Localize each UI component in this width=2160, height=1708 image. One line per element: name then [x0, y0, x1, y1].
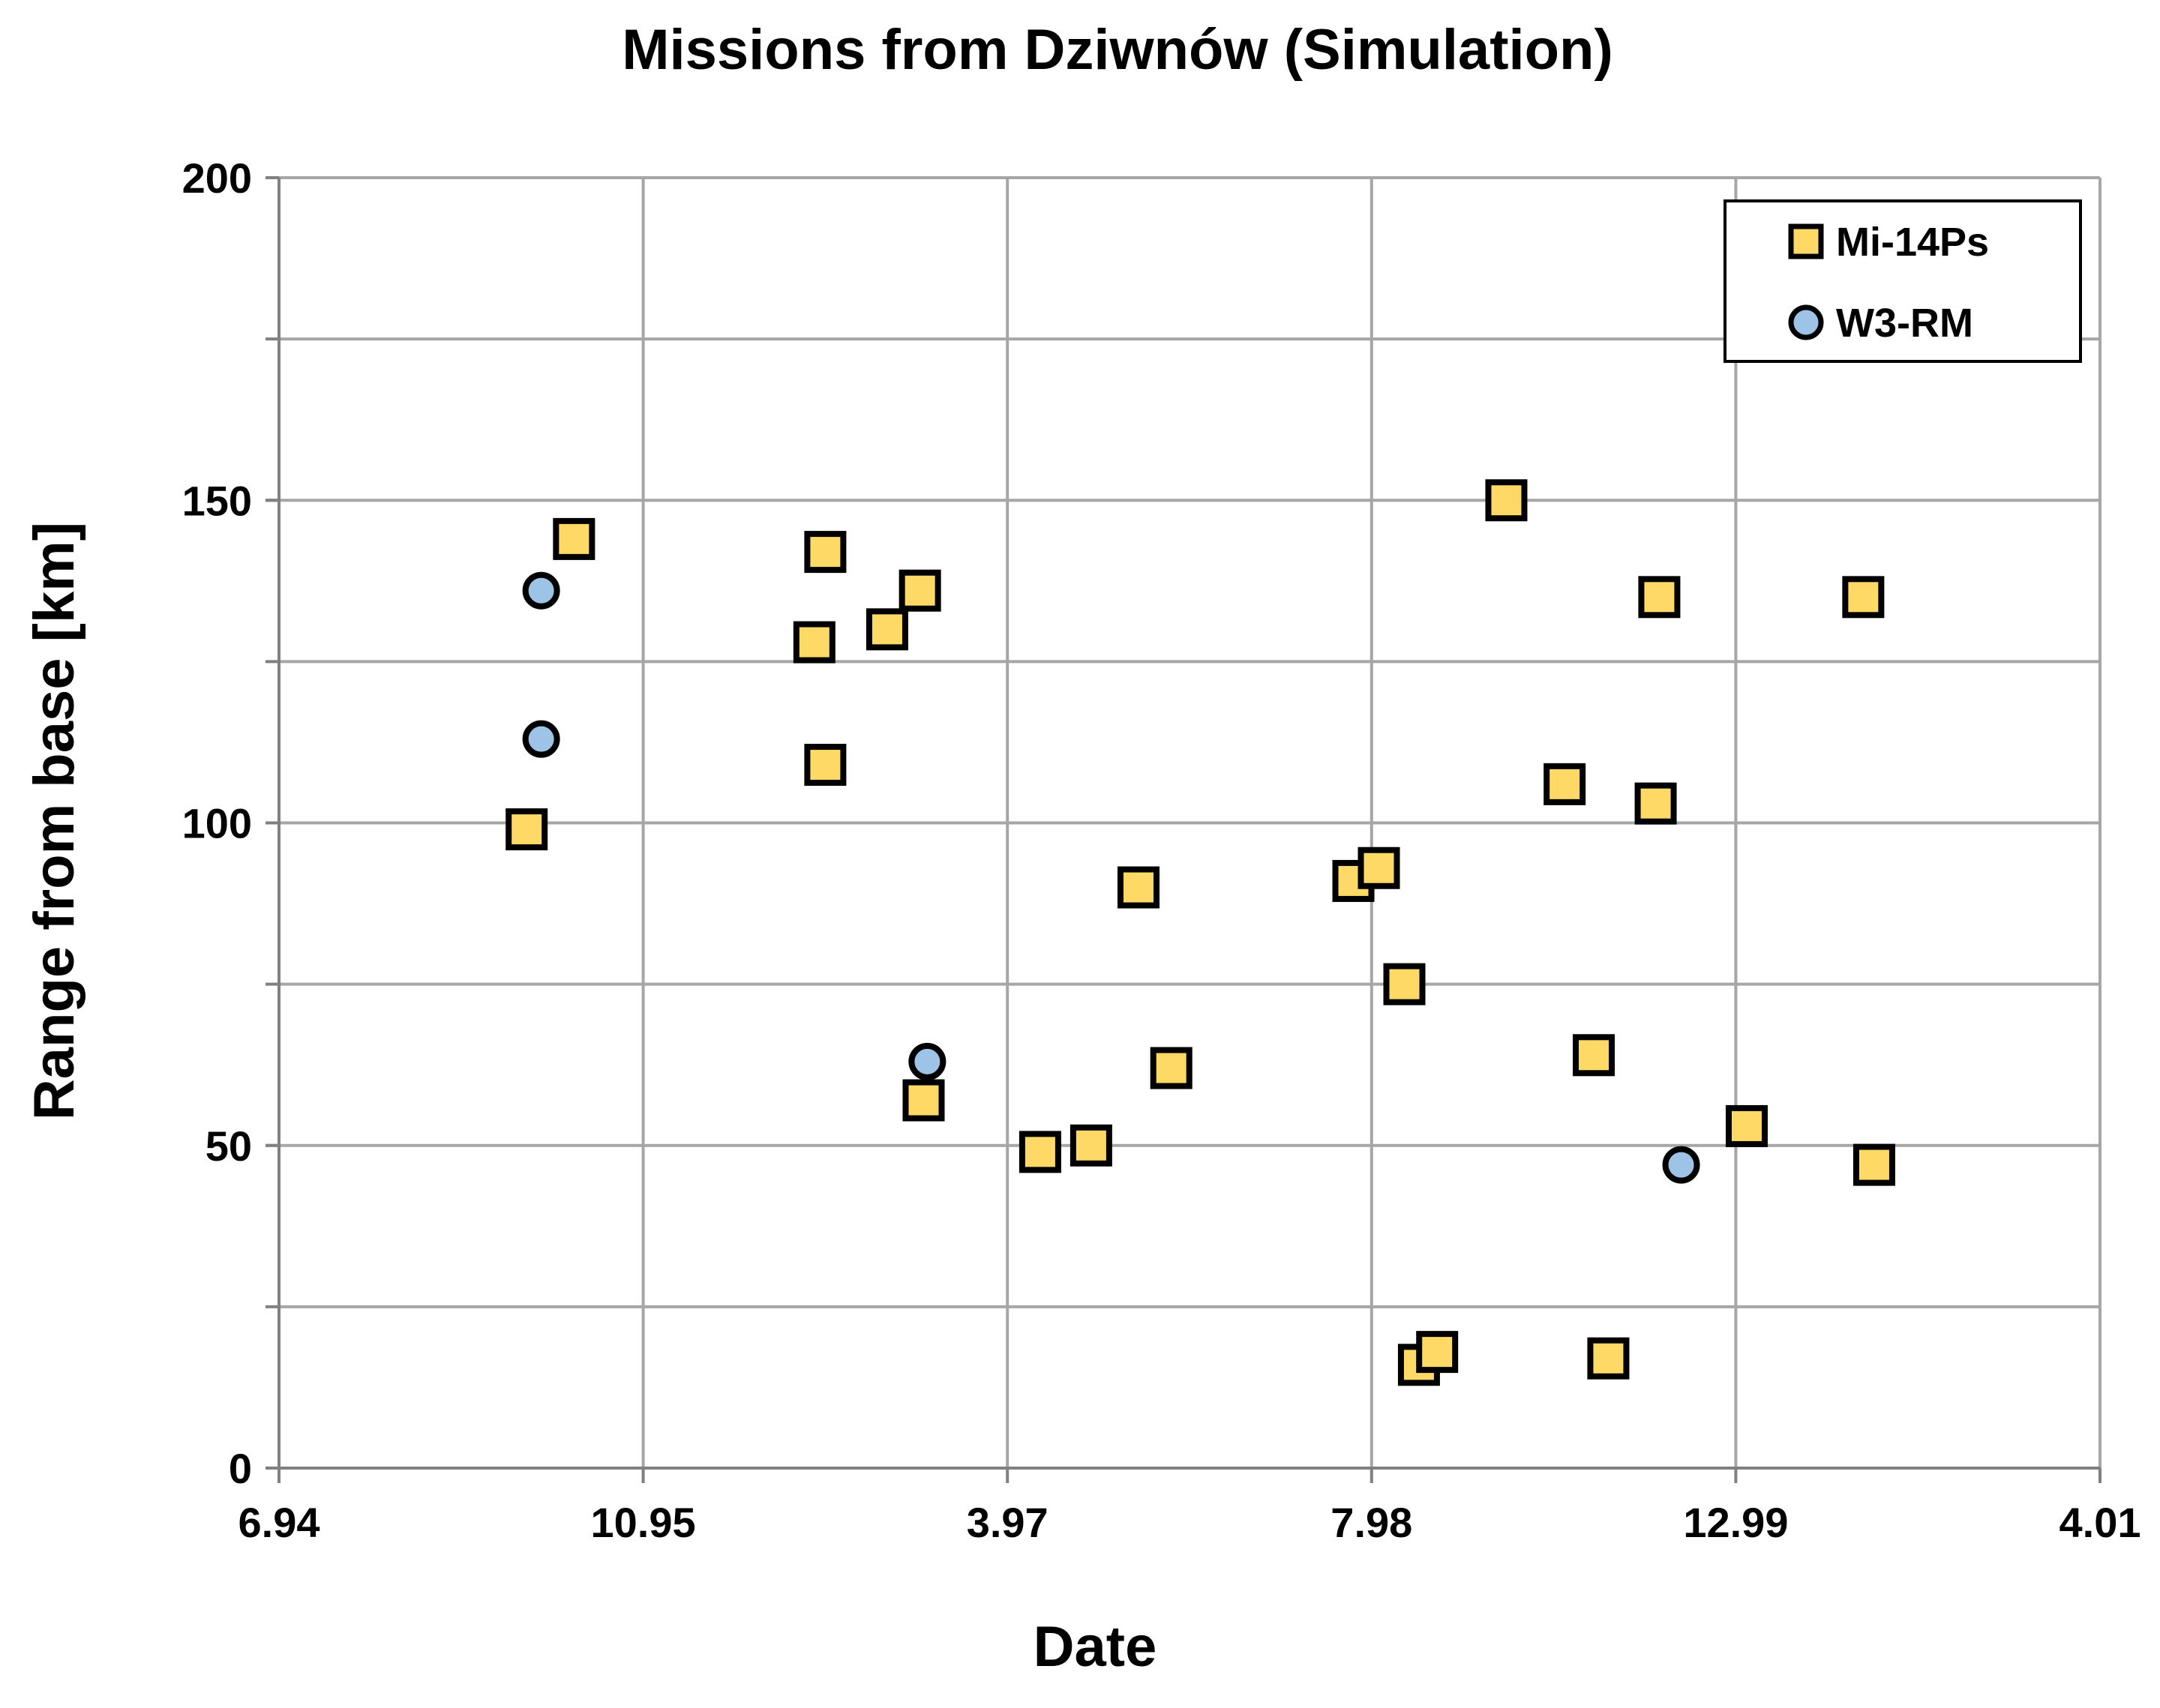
point-mi14ps: [1358, 847, 1400, 889]
point-mi14ps: [1150, 1047, 1192, 1089]
point-mi14ps: [902, 1079, 945, 1122]
legend-marker-w3rm: [1788, 304, 1824, 340]
point-mi14ps: [553, 517, 596, 560]
x-axis-label: Date: [1034, 1615, 1157, 1679]
point-mi14ps: [1018, 1131, 1061, 1173]
legend: Mi-14Ps W3-RM: [1724, 199, 2082, 363]
y-tick-labels: 0 50 100 150 200: [182, 154, 252, 1492]
point-mi14ps: [1634, 782, 1677, 825]
x-tick-label: 12.99: [1683, 1499, 1788, 1546]
x-tick-label: 7.98: [1330, 1499, 1412, 1546]
point-mi14ps: [1485, 479, 1528, 522]
point-mi14ps: [866, 608, 908, 651]
point-mi14ps: [804, 744, 847, 787]
legend-label-w3rm: W3-RM: [1836, 301, 1973, 346]
point-w3rm: [522, 720, 560, 758]
y-tick-label: 0: [229, 1445, 252, 1492]
point-mi14ps: [1070, 1124, 1112, 1167]
legend-box: [1724, 199, 2082, 363]
point-mi14ps: [1416, 1331, 1459, 1374]
axes-layer: [266, 176, 2102, 1483]
point-mi14ps: [1842, 576, 1885, 619]
y-tick-label: 50: [206, 1122, 252, 1170]
y-tick-label: 100: [182, 800, 252, 847]
point-mi14ps: [898, 569, 941, 612]
x-tick-label: 4.01: [2060, 1499, 2141, 1546]
x-tick-label: 10.95: [591, 1499, 696, 1546]
point-mi14ps: [793, 621, 836, 664]
point-mi14ps: [1383, 963, 1426, 1005]
point-mi14ps: [1573, 1034, 1616, 1077]
x-tick-labels: 6.94 10.95 3.97 7.98 12.99 4.01: [238, 1499, 2141, 1546]
point-mi14ps: [1852, 1143, 1895, 1186]
x-tick-label: 3.97: [967, 1499, 1048, 1546]
point-mi14ps: [1587, 1337, 1630, 1380]
y-axis-label: Range from base [km]: [22, 522, 86, 1120]
point-mi14ps: [1118, 866, 1160, 909]
y-tick-label: 200: [182, 154, 252, 202]
point-w3rm: [908, 1042, 946, 1080]
point-mi14ps: [804, 531, 847, 574]
point-w3rm: [1662, 1146, 1700, 1184]
legend-label-mi14ps: Mi-14Ps: [1836, 220, 1989, 265]
y-tick-label: 150: [182, 477, 252, 524]
point-w3rm: [522, 571, 560, 610]
point-mi14ps: [506, 808, 548, 851]
data-points: [506, 479, 1895, 1386]
point-mi14ps: [1544, 763, 1586, 805]
point-mi14ps: [1638, 576, 1681, 619]
chart-title: Missions from Dziwnów (Simulation): [622, 18, 1613, 82]
x-tick-label: 6.94: [238, 1499, 320, 1546]
point-mi14ps: [1725, 1104, 1768, 1147]
grid-layer: [279, 176, 2102, 1468]
legend-marker-mi14ps: [1788, 223, 1824, 259]
